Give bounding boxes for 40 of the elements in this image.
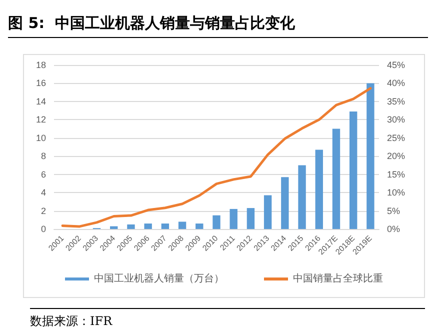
y2-tick-label: 0% [387, 224, 400, 234]
y-tick-label: 4 [40, 188, 46, 198]
y-tick-label: 18 [36, 60, 46, 70]
bar [264, 195, 272, 229]
y-tick-label: 8 [40, 151, 46, 162]
bar [178, 222, 186, 229]
bar [332, 128, 340, 229]
legend-label: 中国销量占全球比重 [293, 272, 383, 284]
bar [144, 224, 152, 229]
bar [246, 208, 255, 229]
y-tick-label: 10 [36, 132, 46, 143]
bar [196, 224, 204, 229]
y-tick-label: 6 [40, 169, 46, 180]
y2-tick-label: 35% [387, 96, 406, 106]
y-tick-label: 16 [36, 78, 46, 88]
y2-tick-label: 10% [387, 188, 406, 198]
legend-label: 中国工业机器人销量（万台） [94, 272, 224, 284]
y2-tick-label: 5% [387, 206, 400, 216]
bar [127, 224, 135, 229]
y-tick-label: 14 [36, 96, 46, 106]
y2-tick-label: 40% [387, 78, 406, 88]
bar [349, 111, 358, 229]
y-tick-label: 2 [40, 206, 46, 216]
line-series [61, 87, 372, 228]
bar [315, 150, 323, 229]
bar [298, 165, 306, 229]
bar [212, 215, 220, 229]
y-tick-label: 12 [36, 114, 46, 125]
source-note: 数据来源：IFR [30, 308, 425, 330]
bar [281, 177, 289, 229]
y2-tick-label: 25% [387, 132, 406, 143]
bar [230, 208, 238, 229]
y2-tick-label: 45% [387, 60, 406, 70]
y-tick-label: 0 [40, 224, 46, 234]
y2-tick-label: 30% [387, 114, 406, 125]
y2-tick-label: 20% [387, 151, 406, 162]
chart-title: 图 5: 中国工业机器人销量与销量占比变化 [8, 14, 428, 38]
bar [366, 83, 374, 229]
bar [161, 224, 170, 229]
y2-tick-label: 15% [387, 169, 406, 180]
